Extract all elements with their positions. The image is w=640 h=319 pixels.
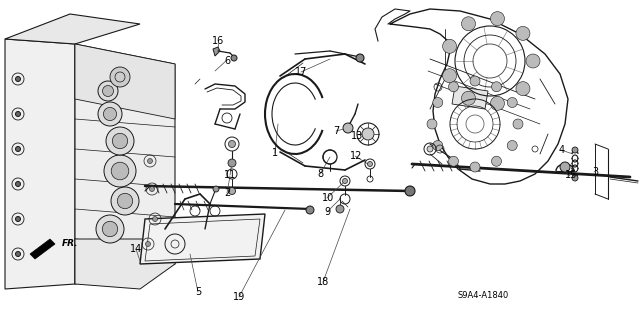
Text: 12: 12 xyxy=(349,151,362,161)
Circle shape xyxy=(112,133,128,149)
Text: 16: 16 xyxy=(211,36,224,47)
Circle shape xyxy=(449,156,458,166)
Circle shape xyxy=(490,12,504,26)
Circle shape xyxy=(147,159,152,164)
Polygon shape xyxy=(213,47,220,56)
Circle shape xyxy=(572,175,578,181)
Text: S9A4-A1840: S9A4-A1840 xyxy=(458,291,509,300)
Circle shape xyxy=(15,77,20,81)
Circle shape xyxy=(508,140,517,151)
Circle shape xyxy=(513,119,523,129)
Text: 2: 2 xyxy=(224,188,230,198)
Polygon shape xyxy=(5,14,140,44)
Circle shape xyxy=(213,186,219,192)
Text: 4: 4 xyxy=(559,145,565,155)
Circle shape xyxy=(336,205,344,213)
Text: FR.: FR. xyxy=(62,240,79,249)
Text: 11: 11 xyxy=(224,170,237,181)
Circle shape xyxy=(228,188,236,195)
Circle shape xyxy=(470,76,480,86)
Circle shape xyxy=(15,112,20,116)
Circle shape xyxy=(145,241,150,247)
Circle shape xyxy=(111,187,139,215)
Polygon shape xyxy=(75,239,175,289)
Circle shape xyxy=(362,128,374,140)
Circle shape xyxy=(231,55,237,61)
Circle shape xyxy=(490,96,504,110)
Text: 10: 10 xyxy=(321,193,334,204)
Circle shape xyxy=(306,206,314,214)
Text: 18: 18 xyxy=(317,277,330,287)
Circle shape xyxy=(443,69,456,83)
Circle shape xyxy=(433,98,443,108)
Circle shape xyxy=(492,82,502,92)
Circle shape xyxy=(228,159,236,167)
Circle shape xyxy=(102,85,113,97)
Text: 8: 8 xyxy=(317,169,323,179)
Circle shape xyxy=(15,251,20,256)
Circle shape xyxy=(367,161,372,167)
Circle shape xyxy=(516,26,530,41)
Text: 7: 7 xyxy=(333,126,339,136)
Circle shape xyxy=(560,162,570,172)
Text: 9: 9 xyxy=(324,207,331,217)
Circle shape xyxy=(461,17,476,31)
Text: 15: 15 xyxy=(564,170,577,181)
Circle shape xyxy=(470,162,480,172)
Circle shape xyxy=(104,155,136,187)
Circle shape xyxy=(449,82,458,92)
Circle shape xyxy=(427,119,437,129)
Circle shape xyxy=(15,182,20,187)
Circle shape xyxy=(572,147,578,153)
Circle shape xyxy=(15,217,20,221)
Circle shape xyxy=(405,186,415,196)
Text: 19: 19 xyxy=(233,292,246,302)
Circle shape xyxy=(150,187,154,191)
Circle shape xyxy=(356,54,364,62)
Circle shape xyxy=(117,193,132,209)
Circle shape xyxy=(461,91,476,105)
Circle shape xyxy=(516,82,530,96)
Circle shape xyxy=(492,156,502,166)
Circle shape xyxy=(98,102,122,126)
Circle shape xyxy=(98,81,118,101)
Polygon shape xyxy=(140,214,265,264)
Circle shape xyxy=(443,39,456,53)
Text: 14: 14 xyxy=(130,244,143,255)
Circle shape xyxy=(427,146,433,152)
Circle shape xyxy=(96,215,124,243)
Circle shape xyxy=(106,127,134,155)
Circle shape xyxy=(104,108,116,121)
Text: 1: 1 xyxy=(272,148,278,158)
Circle shape xyxy=(342,179,348,183)
Polygon shape xyxy=(75,44,175,284)
Circle shape xyxy=(433,140,443,151)
Circle shape xyxy=(102,221,118,237)
Polygon shape xyxy=(75,44,175,119)
Circle shape xyxy=(508,98,517,108)
Circle shape xyxy=(343,123,353,133)
Text: 13: 13 xyxy=(351,130,364,141)
Circle shape xyxy=(228,140,236,147)
Polygon shape xyxy=(5,39,75,289)
Polygon shape xyxy=(452,86,488,109)
Circle shape xyxy=(15,146,20,152)
Text: 5: 5 xyxy=(195,287,202,297)
Circle shape xyxy=(526,54,540,68)
Text: 6: 6 xyxy=(224,56,230,66)
Circle shape xyxy=(152,217,157,221)
Circle shape xyxy=(111,162,129,180)
Circle shape xyxy=(110,67,130,87)
Text: 17: 17 xyxy=(294,67,307,77)
Polygon shape xyxy=(30,239,55,259)
Text: 3: 3 xyxy=(592,167,598,177)
